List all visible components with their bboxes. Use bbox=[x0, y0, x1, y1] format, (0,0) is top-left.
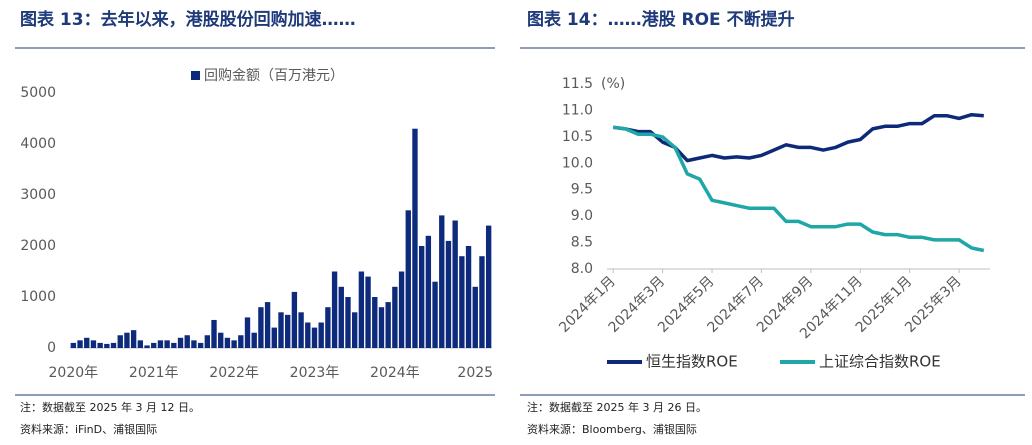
bar bbox=[137, 340, 144, 348]
bar bbox=[177, 337, 184, 348]
chart-title: 图表 13：去年以来，港股股份回购加速…… bbox=[20, 9, 356, 30]
bar bbox=[157, 340, 164, 348]
bar bbox=[331, 271, 338, 348]
bar bbox=[305, 322, 311, 348]
bar bbox=[90, 340, 97, 348]
bar bbox=[425, 235, 432, 348]
y-tick-label: 11.0 bbox=[562, 102, 593, 118]
bar bbox=[372, 297, 378, 348]
x-tick-label: 2025 bbox=[457, 365, 493, 381]
x-tick-label: 2023年 bbox=[290, 365, 340, 381]
bar bbox=[439, 215, 445, 348]
bar bbox=[204, 335, 210, 348]
bar bbox=[318, 322, 324, 348]
y-tick-label: 11.5 bbox=[562, 76, 593, 92]
bar bbox=[110, 342, 117, 348]
y-tick-label: 9.5 bbox=[571, 182, 593, 198]
bar bbox=[271, 327, 277, 348]
bar bbox=[184, 335, 190, 348]
bar bbox=[104, 343, 110, 348]
line bbox=[612, 112, 984, 163]
source: 资料来源：Bloomberg、浦银国际 bbox=[527, 422, 697, 436]
bar bbox=[124, 332, 130, 348]
bar bbox=[231, 340, 237, 348]
chart-title: 图表 14：……港股 ROE 不断提升 bbox=[527, 9, 795, 30]
bar bbox=[171, 342, 177, 348]
bar bbox=[325, 307, 331, 348]
note: 注：数据截至 2025 年 3 月 26 日。 bbox=[527, 400, 707, 414]
y-tick-label: 3000 bbox=[20, 187, 56, 203]
bar bbox=[97, 342, 103, 348]
y-axis-label: (%) bbox=[601, 76, 625, 92]
bar bbox=[164, 340, 170, 348]
bar bbox=[311, 327, 318, 348]
bar bbox=[211, 319, 217, 348]
y-tick-label: 5000 bbox=[20, 85, 56, 101]
bar bbox=[264, 302, 271, 348]
y-tick-label: 8.5 bbox=[571, 235, 593, 251]
bar bbox=[144, 345, 150, 348]
bar bbox=[298, 312, 304, 348]
bar bbox=[77, 340, 83, 348]
bar bbox=[244, 317, 251, 348]
bar bbox=[445, 240, 452, 348]
legend-label: 上证综合指数ROE bbox=[819, 353, 941, 371]
bar bbox=[238, 335, 244, 348]
bar bbox=[485, 225, 492, 348]
y-tick-label: 9.0 bbox=[571, 208, 593, 224]
bar bbox=[465, 246, 472, 348]
bar bbox=[378, 307, 385, 348]
bar bbox=[412, 128, 418, 348]
bar bbox=[358, 271, 365, 348]
bar bbox=[191, 340, 197, 348]
bar bbox=[398, 271, 405, 348]
y-tick-label: 2000 bbox=[20, 238, 56, 254]
bar bbox=[197, 342, 204, 348]
x-tick-label: 2020年 bbox=[49, 365, 99, 381]
bar bbox=[84, 337, 90, 348]
bar bbox=[385, 302, 391, 348]
bar bbox=[130, 330, 137, 348]
bar bbox=[224, 337, 231, 348]
legend-label: 恒生指数ROE bbox=[646, 353, 738, 371]
y-tick-label: 4000 bbox=[20, 136, 56, 152]
y-tick-label: 1000 bbox=[20, 289, 56, 305]
bar bbox=[352, 312, 358, 348]
bar bbox=[392, 286, 398, 348]
bar bbox=[418, 246, 425, 348]
y-tick-label: 0 bbox=[47, 340, 56, 356]
x-tick-label: 2024年 bbox=[370, 365, 420, 381]
bar bbox=[365, 276, 371, 348]
bar bbox=[472, 286, 478, 348]
bar bbox=[151, 342, 157, 348]
y-tick-label: 8.0 bbox=[571, 261, 593, 277]
legend-label: 回购金额（百万港元） bbox=[204, 68, 344, 84]
source: 资料来源：iFinD、浦银国际 bbox=[20, 422, 157, 436]
line bbox=[612, 125, 985, 253]
note: 注：数据截至 2025 年 3 月 12 日。 bbox=[20, 400, 200, 414]
bar bbox=[117, 335, 123, 348]
bar bbox=[251, 332, 257, 348]
y-tick-label: 10.5 bbox=[562, 129, 593, 145]
bar bbox=[285, 314, 291, 348]
y-tick-label: 10.0 bbox=[562, 155, 593, 171]
bar bbox=[70, 342, 77, 348]
bar bbox=[291, 291, 298, 348]
bar bbox=[452, 220, 458, 348]
bar bbox=[218, 332, 224, 348]
bar bbox=[345, 297, 351, 348]
bar bbox=[258, 307, 264, 348]
bar bbox=[278, 312, 284, 348]
bar bbox=[405, 210, 411, 348]
bar bbox=[479, 256, 485, 348]
legend-swatch bbox=[191, 71, 200, 80]
bar bbox=[338, 286, 344, 348]
x-tick-label: 2022年 bbox=[209, 365, 259, 381]
bar bbox=[459, 256, 465, 348]
x-tick-label: 2021年 bbox=[129, 365, 179, 381]
bar bbox=[432, 281, 438, 348]
